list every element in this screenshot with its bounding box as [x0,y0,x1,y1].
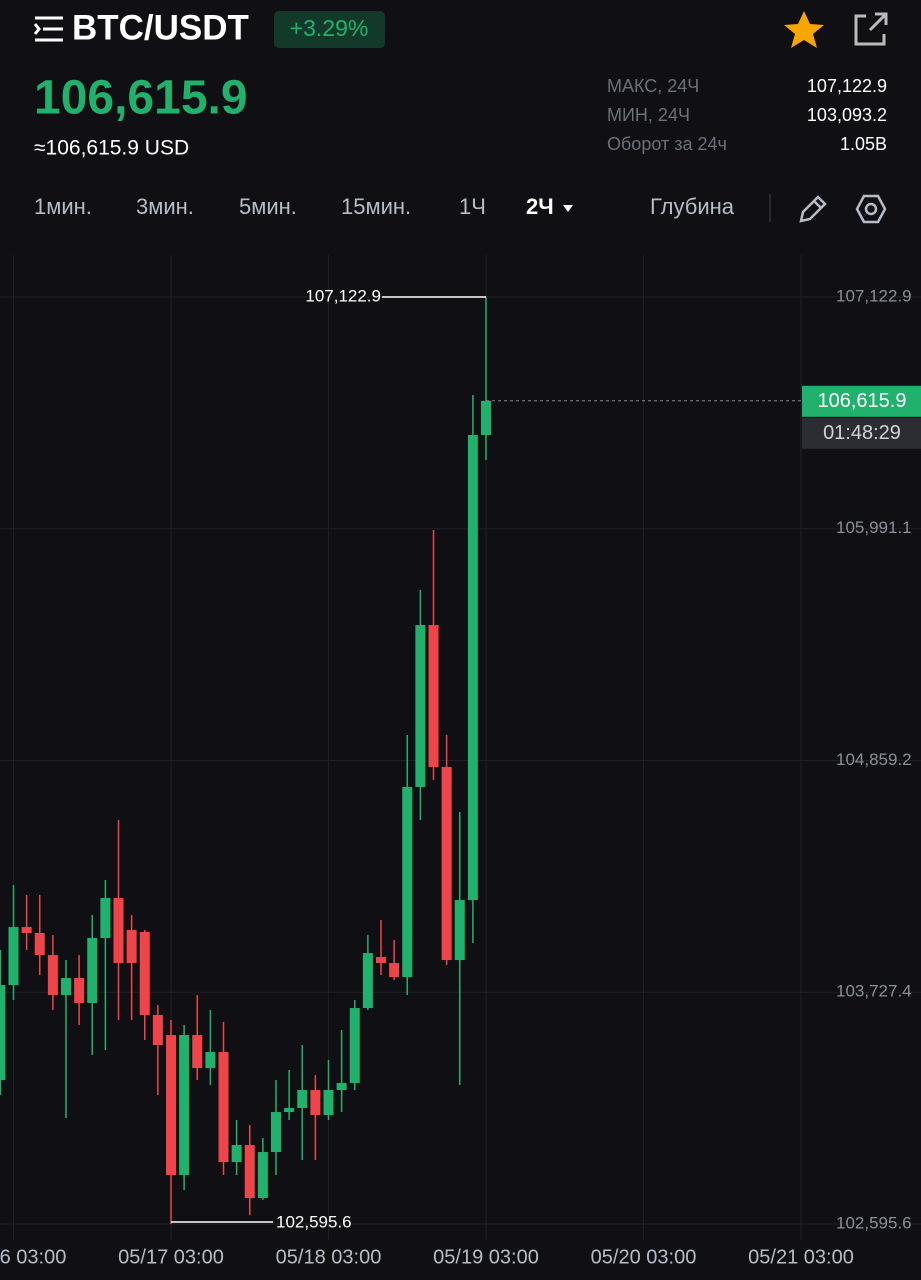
candle-body [257,1152,268,1199]
timeframe-tab[interactable]: 1Ч [459,194,486,219]
candle-body [244,1145,255,1199]
stats: МАКС, 24Ч 107,122.9 МИН, 24Ч 103,093.2 Оборо… [607,76,887,154]
candle-body [284,1108,295,1113]
timeframe-tab[interactable]: 3мин. [136,194,194,219]
candle-body [428,625,439,768]
candle-body [271,1112,281,1153]
last-price-tag-label: 106,615.9 [818,390,907,412]
candle-body [192,1035,203,1069]
timeframe-tab[interactable]: 5мин. [239,194,297,219]
y-tick-label: 102,595.6 [836,1213,912,1232]
stat-value: 1.05B [840,134,887,154]
low-marker-label: 102,595.6 [276,1212,352,1231]
candle-body [61,978,71,996]
candle-body [415,625,426,788]
candle-body [47,955,58,996]
candle-body [126,930,137,964]
price-usd: ≈106,615.9 USD [34,137,189,160]
candle-body [336,1083,347,1091]
candle-body [297,1090,308,1109]
share-icon[interactable] [854,12,888,46]
settings-icon[interactable] [855,194,887,224]
stat-label: МАКС, 24Ч [607,76,699,96]
candle-body [389,963,400,978]
candle-body [21,927,32,934]
candle-body [323,1090,334,1116]
y-tick-label: 103,727.4 [836,982,912,1001]
change: +3.29% [290,15,369,41]
last-price: 106,615.9 [34,72,248,125]
stat-label: Оборот за 24ч [607,134,727,154]
candle-body [34,933,45,956]
candle-body [0,985,6,1081]
candle-body [310,1090,321,1116]
candles [0,296,491,1225]
last-price-tag [802,385,921,417]
candle-body [100,898,111,939]
x-tick-label: 05/20 03:00 [591,1246,697,1268]
x-tick-label: 05/19 03:00 [433,1246,539,1268]
candle-body [231,1145,242,1163]
stat-value: 107,122.9 [807,76,887,96]
candle-body [8,927,19,986]
timeframe-tab[interactable]: 2Ч [526,194,554,219]
timeframe-tab[interactable]: 1мин. [34,194,92,219]
y-tick-label: 104,859.2 [836,750,912,769]
candle-body [87,938,98,1004]
depth-tab[interactable]: Глубина [650,194,735,219]
change-badge [274,11,385,48]
timeframe-tab[interactable]: 15мин. [341,194,411,219]
dropdown-arrow [563,205,573,212]
menu-icon[interactable] [33,16,63,42]
candle-body [218,1052,229,1163]
symbol[interactable]: BTC/USDT [72,8,249,47]
x-tick-label: 05/21 03:00 [748,1246,854,1268]
candle-body [179,1035,190,1176]
favorite-star[interactable] [784,11,824,48]
countdown-tag [802,417,921,449]
timeframe-tabs: 1мин. 3мин. 5мин. 15мин. 1Ч 2Ч [34,194,573,219]
y-tick-label: 105,991.1 [836,518,912,537]
candle-body [402,787,413,978]
candle-body [205,1052,216,1069]
x-tick-label: 05/18 03:00 [276,1246,382,1268]
high-marker-label: 107,122.9 [305,286,381,305]
y-tick-label: 107,122.9 [836,286,912,305]
candle-body [139,932,150,1016]
countdown: 01:48:29 [823,422,901,444]
candle-body [454,900,465,961]
candle-body [441,767,452,961]
candle-body [376,957,386,964]
candle-body [166,1035,176,1176]
candle-body [152,1015,163,1046]
x-tick-label: 05/16 03:00 [0,1246,66,1268]
candle-body [362,953,373,1009]
chart-overlay: 102,595.6 103,727.4 104,859.2 105,991.1 107,… [0,286,921,1268]
x-tick-label: 05/17 03:00 [118,1246,224,1268]
stat-value: 103,093.2 [807,105,887,125]
draw-icon[interactable] [799,195,827,223]
stat-label: МИН, 24Ч [607,105,690,125]
candle-body [467,435,478,901]
candle-body [113,898,124,964]
candle-body [74,978,85,1004]
candle-body [349,1008,360,1084]
candle-body [481,400,491,436]
